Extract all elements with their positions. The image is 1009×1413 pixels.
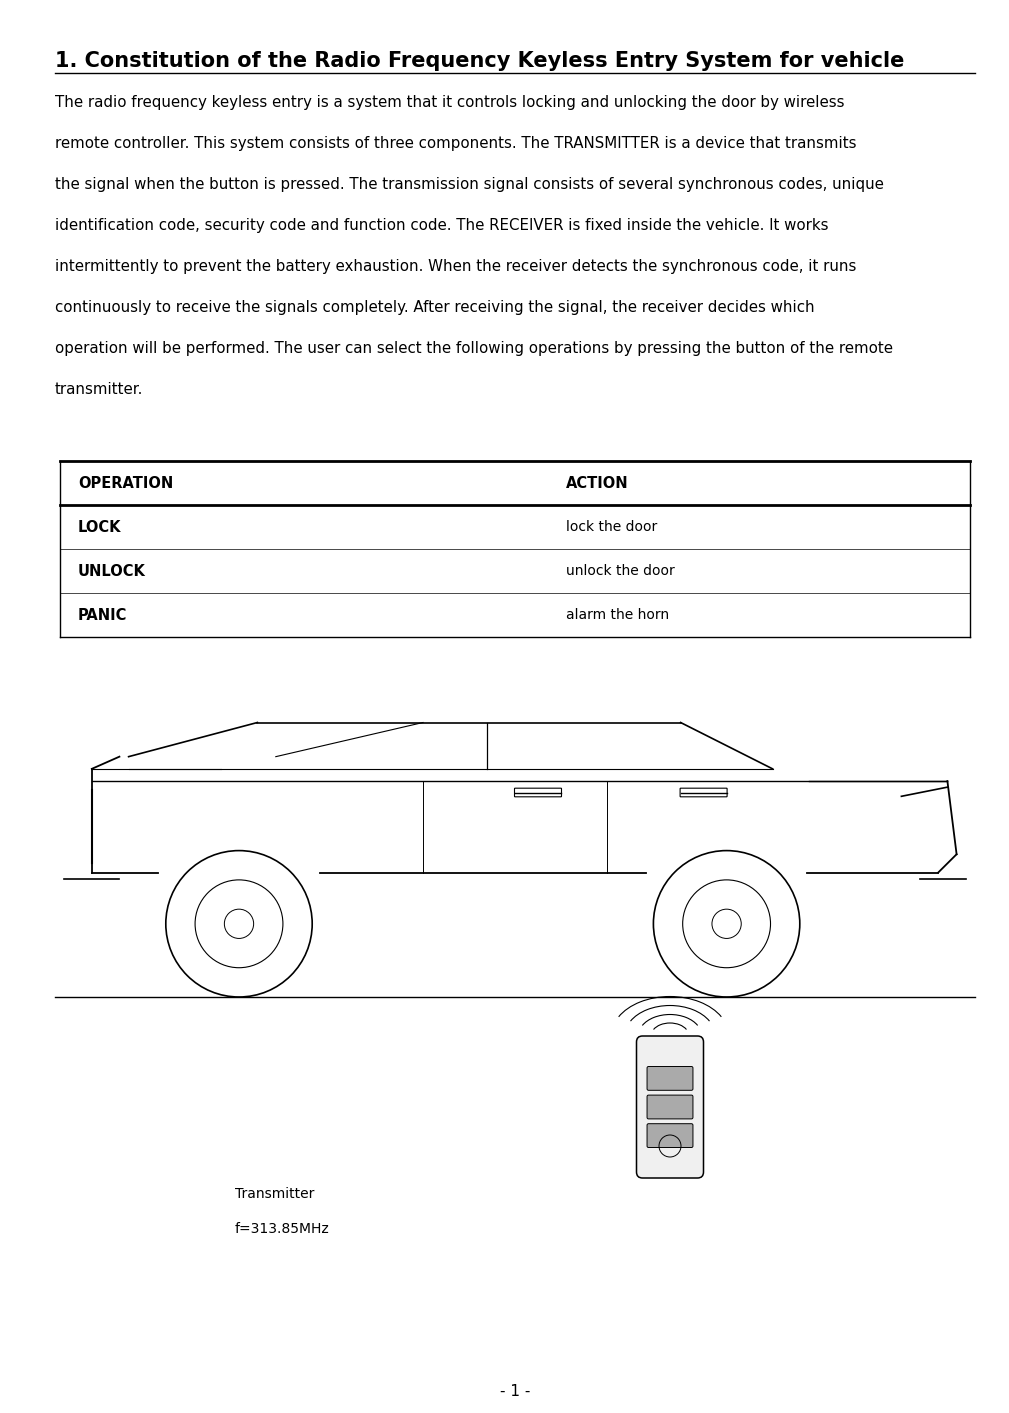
Text: - 1 -: - 1 - <box>499 1383 530 1399</box>
Text: OPERATION: OPERATION <box>78 476 174 490</box>
Text: LOCK: LOCK <box>78 520 121 534</box>
Text: lock the door: lock the door <box>565 520 657 534</box>
FancyBboxPatch shape <box>647 1123 693 1147</box>
Text: ACTION: ACTION <box>565 476 629 490</box>
FancyBboxPatch shape <box>647 1067 693 1091</box>
Text: f=313.85MHz: f=313.85MHz <box>235 1222 330 1236</box>
FancyBboxPatch shape <box>637 1036 703 1178</box>
Text: Transmitter: Transmitter <box>235 1187 315 1201</box>
Text: PANIC: PANIC <box>78 608 127 623</box>
Text: The radio frequency keyless entry is a system that it controls locking and unloc: The radio frequency keyless entry is a s… <box>55 95 845 110</box>
Text: unlock the door: unlock the door <box>565 564 674 578</box>
Text: 1. Constitution of the Radio Frequency Keyless Entry System for vehicle: 1. Constitution of the Radio Frequency K… <box>55 51 904 71</box>
Text: the signal when the button is pressed. The transmission signal consists of sever: the signal when the button is pressed. T… <box>55 177 884 192</box>
Text: intermittently to prevent the battery exhaustion. When the receiver detects the : intermittently to prevent the battery ex… <box>55 259 857 274</box>
Text: identification code, security code and function code. The RECEIVER is fixed insi: identification code, security code and f… <box>55 218 828 233</box>
Text: UNLOCK: UNLOCK <box>78 564 146 578</box>
Text: remote controller. This system consists of three components. The TRANSMITTER is : remote controller. This system consists … <box>55 136 857 151</box>
Text: operation will be performed. The user can select the following operations by pre: operation will be performed. The user ca… <box>55 341 893 356</box>
Text: alarm the horn: alarm the horn <box>565 608 669 622</box>
FancyBboxPatch shape <box>647 1095 693 1119</box>
Text: transmitter.: transmitter. <box>55 382 143 397</box>
Text: continuously to receive the signals completely. After receiving the signal, the : continuously to receive the signals comp… <box>55 300 814 315</box>
